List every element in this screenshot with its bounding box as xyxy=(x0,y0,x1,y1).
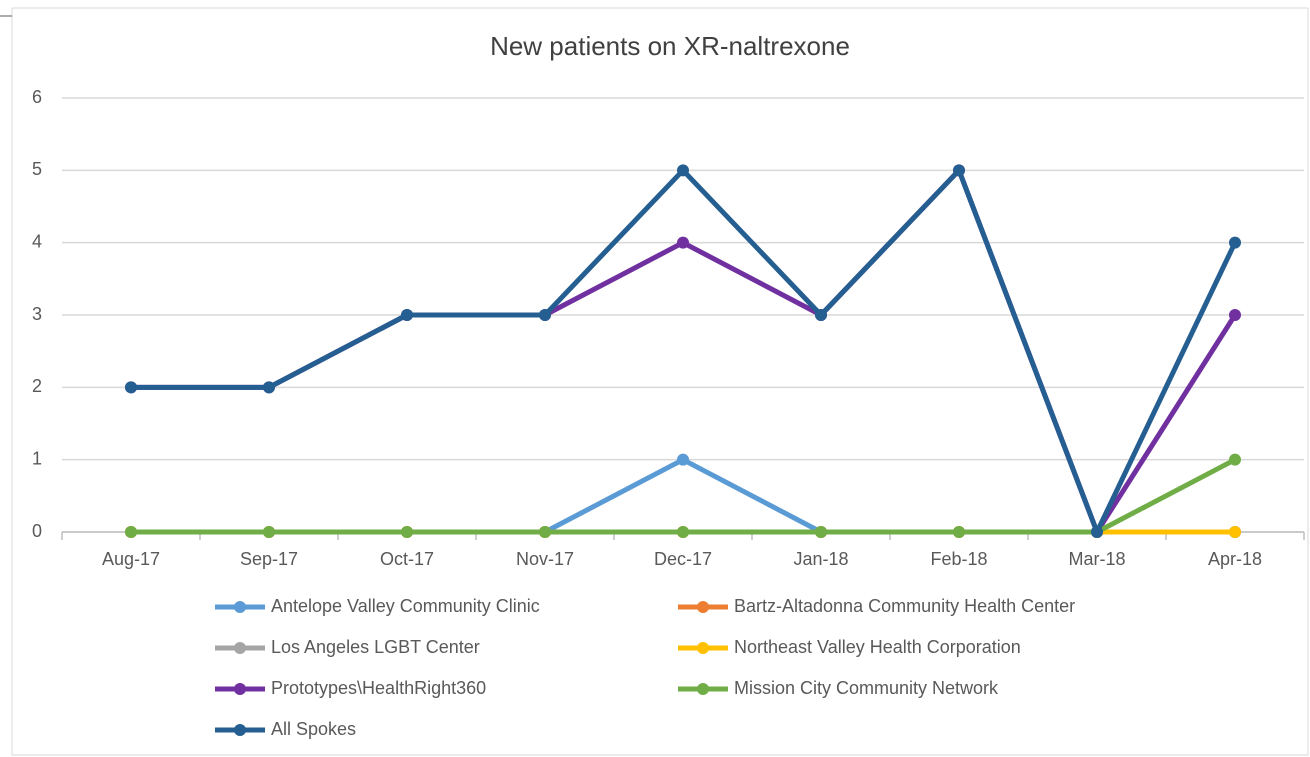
chart-frame xyxy=(11,7,1309,756)
x-tick-label: Nov-17 xyxy=(516,549,574,569)
legend-marker xyxy=(234,683,246,695)
x-tick-label: Feb-18 xyxy=(930,549,987,569)
data-point xyxy=(677,453,689,466)
legend-marker xyxy=(234,601,246,613)
data-point xyxy=(125,526,137,538)
legend-marker xyxy=(234,642,246,654)
legend-label: Prototypes\HealthRight360 xyxy=(271,678,486,698)
data-point xyxy=(263,381,275,394)
chart-title: New patients on XR-naltrexone xyxy=(490,31,850,61)
legend-label: Antelope Valley Community Clinic xyxy=(271,596,540,616)
legend-marker xyxy=(234,724,246,736)
legend-label: Northeast Valley Health Corporation xyxy=(734,637,1021,657)
data-point xyxy=(401,309,413,321)
data-point xyxy=(401,526,413,538)
x-tick-label: Jan-18 xyxy=(793,549,848,569)
legend-marker xyxy=(697,601,709,613)
legend-label: Bartz-Altadonna Community Health Center xyxy=(734,596,1075,616)
data-point xyxy=(539,526,551,538)
y-tick-label: 4 xyxy=(32,231,42,251)
y-tick-label: 2 xyxy=(32,376,42,396)
legend-label: All Spokes xyxy=(271,719,356,739)
data-point xyxy=(677,236,689,249)
x-tick-label: Aug-17 xyxy=(102,549,160,569)
x-tick-label: Dec-17 xyxy=(654,549,712,569)
x-tick-label: Mar-18 xyxy=(1068,549,1125,569)
data-point xyxy=(677,526,689,538)
data-point xyxy=(953,164,965,177)
data-point xyxy=(677,164,689,177)
y-tick-label: 0 xyxy=(32,521,42,541)
data-point xyxy=(1229,453,1241,466)
legend-label: Los Angeles LGBT Center xyxy=(271,637,480,657)
y-tick-label: 5 xyxy=(32,159,42,179)
data-point xyxy=(1229,309,1241,321)
x-tick-label: Apr-18 xyxy=(1208,549,1262,569)
x-tick-label: Oct-17 xyxy=(380,549,434,569)
data-point xyxy=(125,381,137,394)
legend-marker xyxy=(697,683,709,695)
data-point xyxy=(1091,526,1103,538)
x-tick-label: Sep-17 xyxy=(240,549,298,569)
data-point xyxy=(263,526,275,538)
data-point xyxy=(953,526,965,538)
legend-label: Mission City Community Network xyxy=(734,678,999,698)
y-tick-label: 3 xyxy=(32,304,42,324)
data-point xyxy=(815,526,827,538)
data-point xyxy=(1229,526,1241,538)
data-point xyxy=(815,309,827,321)
data-point xyxy=(539,309,551,321)
y-tick-label: 1 xyxy=(32,448,42,468)
data-point xyxy=(1229,236,1241,249)
legend-marker xyxy=(697,642,709,654)
y-tick-label: 6 xyxy=(32,87,42,107)
